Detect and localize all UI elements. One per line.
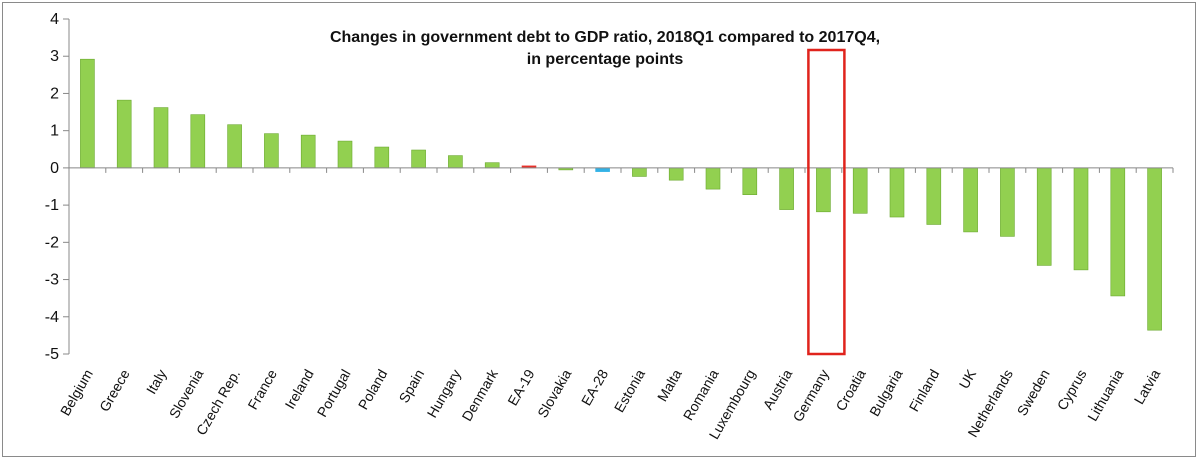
bar-slovenia xyxy=(190,114,206,169)
bar-ireland xyxy=(300,134,316,169)
x-axis xyxy=(68,167,1174,173)
bar-chart: 4 3 2 1 0 -1 -2 -3 -4 -5 Belgium Greece ItalySloven… xyxy=(45,11,1174,442)
bar-germany xyxy=(816,167,831,213)
bar-czech-rep xyxy=(227,124,242,169)
category-label: France xyxy=(244,366,280,412)
category-label: Estonia xyxy=(611,366,648,415)
y-axis: 4 3 2 1 0 -1 -2 -3 -4 -5 xyxy=(45,11,70,363)
y-tick-label: -2 xyxy=(45,234,59,251)
y-tick-label: 0 xyxy=(50,160,59,177)
category-label: Austria xyxy=(760,366,796,412)
bar-austria xyxy=(779,167,794,210)
bar-lithuania xyxy=(1110,167,1126,297)
bar-finland xyxy=(926,167,942,225)
bar-belgium xyxy=(80,58,95,169)
bar-croatia xyxy=(852,167,868,214)
category-label: Lithuania xyxy=(1084,366,1126,423)
category-label: Germany xyxy=(789,367,832,425)
bar-netherlands xyxy=(1000,167,1015,237)
category-label: Sweden xyxy=(1014,367,1053,419)
category-label: Bulgaria xyxy=(866,366,906,419)
bar-hungary xyxy=(448,155,463,169)
category-label: Latvia xyxy=(1131,366,1164,407)
chart-subtitle: in percentage points xyxy=(527,51,684,68)
category-label: Romania xyxy=(680,366,722,423)
bar-italy xyxy=(153,107,169,169)
category-label: EA-28 xyxy=(578,366,611,408)
category-label: Portugal xyxy=(314,367,354,420)
category-label: Spain xyxy=(395,367,427,406)
category-label: Italy xyxy=(143,367,170,397)
bar-denmark xyxy=(484,162,500,169)
category-label: Denmark xyxy=(459,366,502,424)
category-label: Ireland xyxy=(282,367,317,412)
bar-bulgaria xyxy=(889,167,905,218)
category-label: EA-19 xyxy=(504,366,537,408)
category-label: Belgium xyxy=(57,367,96,419)
bar-poland xyxy=(374,146,390,169)
y-tick-label: 2 xyxy=(50,85,59,102)
category-label: Cyprus xyxy=(1054,367,1090,413)
category-label: Poland xyxy=(355,367,391,413)
bar-sweden xyxy=(1036,167,1052,266)
bar-greece xyxy=(116,99,132,169)
bar-latvia xyxy=(1147,167,1162,331)
highlight-box-germany xyxy=(807,48,846,356)
bar-ea-28 xyxy=(595,167,610,172)
bar-france xyxy=(264,133,279,169)
bar-malta xyxy=(668,167,684,181)
bar-estonia xyxy=(632,167,647,177)
bars-group xyxy=(80,58,1162,331)
bar-romania xyxy=(705,167,721,190)
bar-uk xyxy=(963,167,978,233)
y-tick-label: -3 xyxy=(45,272,59,289)
category-label: UK xyxy=(956,366,980,391)
category-label: Slovenia xyxy=(166,366,207,421)
category-label: Finland xyxy=(906,367,943,415)
category-label: Greece xyxy=(96,366,133,414)
y-tick-label: 1 xyxy=(50,123,59,140)
bar-portugal xyxy=(337,140,353,169)
y-tick-label: -4 xyxy=(45,309,59,326)
category-label: Hungary xyxy=(424,367,464,421)
y-tick-label: 3 xyxy=(50,48,59,65)
bar-spain xyxy=(411,149,426,169)
chart-title: Changes in government debt to GDP ratio,… xyxy=(330,29,880,46)
y-tick-label: -1 xyxy=(45,197,59,214)
y-tick-label: -5 xyxy=(45,346,59,363)
category-label: Malta xyxy=(654,366,685,404)
bar-luxembourg xyxy=(742,167,758,195)
category-label: Croatia xyxy=(832,366,869,413)
y-tick-label: 4 xyxy=(50,11,59,28)
category-label: Slovakia xyxy=(534,366,574,420)
bar-cyprus xyxy=(1073,167,1089,271)
